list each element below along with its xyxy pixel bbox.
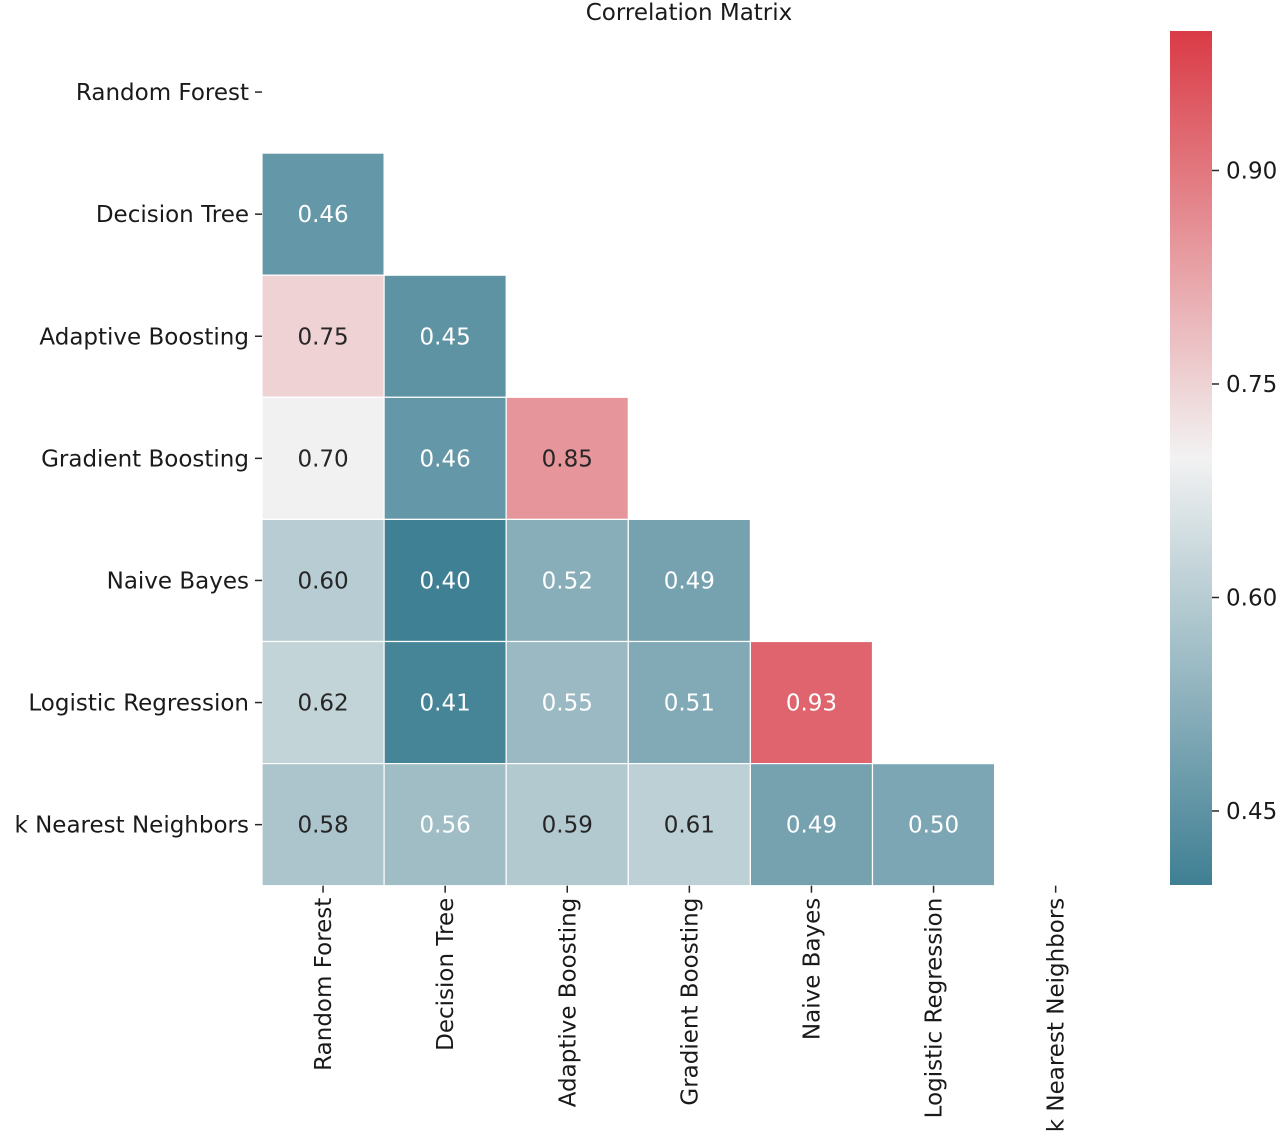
- heatmap-cell: [627, 762, 751, 887]
- heatmap-cell: [749, 640, 874, 765]
- column-label: k Nearest Neighbors: [1044, 898, 1070, 1133]
- row-label: Logistic Regression: [28, 691, 249, 717]
- heatmap-cell: [383, 396, 507, 520]
- cell-value-label: 0.40: [420, 568, 471, 594]
- colorbar-tick-label: 0.90: [1226, 158, 1277, 184]
- cell-value-label: 0.70: [297, 446, 348, 472]
- cell-value-label: 0.61: [664, 813, 715, 839]
- column-label: Adaptive Boosting: [555, 898, 581, 1108]
- cell-value-label: 0.59: [542, 813, 593, 839]
- column-label: Decision Tree: [433, 898, 459, 1051]
- heatmap-cell: [749, 762, 874, 887]
- heatmap-cell: [627, 640, 751, 765]
- column-label: Logistic Regression: [922, 898, 948, 1119]
- heatmap-cell: [383, 762, 507, 887]
- cell-value-label: 0.45: [420, 324, 471, 350]
- column-label: Gradient Boosting: [677, 898, 703, 1106]
- heatmap-cell: [627, 518, 751, 643]
- row-label: Decision Tree: [96, 202, 249, 228]
- column-label: Naive Bayes: [799, 898, 825, 1040]
- heatmap-cell: [383, 518, 507, 643]
- heatmap-cell: [505, 762, 629, 887]
- cell-value-label: 0.46: [297, 202, 348, 228]
- colorbar-gradient: [1170, 31, 1212, 885]
- cell-value-label: 0.49: [786, 813, 837, 839]
- chart-title: Correlation Matrix: [586, 0, 793, 26]
- column-labels: Random Forest Decision Tree Adaptive Boost…: [311, 885, 1070, 1133]
- colorbar: 0.45 0.60 0.75 0.90: [1170, 31, 1277, 885]
- heatmap-cell: [383, 274, 507, 398]
- heatmap-cell: [505, 640, 629, 765]
- cell-value-label: 0.93: [786, 691, 837, 717]
- colorbar-tick-label: 0.75: [1226, 372, 1277, 398]
- cell-value-label: 0.75: [297, 324, 348, 350]
- heatmap-cell: [871, 762, 996, 887]
- cell-value-label: 0.46: [420, 446, 471, 472]
- colorbar-tick-label: 0.60: [1226, 585, 1277, 611]
- cell-value-label: 0.41: [420, 691, 471, 717]
- heatmap-cell: [261, 152, 385, 276]
- cell-value-label: 0.49: [664, 568, 715, 594]
- row-label: Naive Bayes: [107, 568, 249, 594]
- cell-value-label: 0.85: [542, 446, 593, 472]
- cell-value-label: 0.56: [420, 813, 471, 839]
- heatmap-cell: [505, 396, 629, 520]
- cell-value-label: 0.60: [297, 568, 348, 594]
- row-label: Random Forest: [76, 80, 249, 106]
- row-label: Gradient Boosting: [41, 446, 249, 472]
- heatmap-cell: [261, 274, 385, 398]
- cell-value-label: 0.58: [297, 813, 348, 839]
- heatmap-cell: [383, 640, 507, 765]
- cell-value-label: 0.52: [542, 568, 593, 594]
- row-label: k Nearest Neighbors: [14, 813, 249, 839]
- colorbar-tick-label: 0.45: [1226, 799, 1277, 825]
- cell-value-label: 0.51: [664, 691, 715, 717]
- cell-value-label: 0.62: [297, 691, 348, 717]
- cell-value-label: 0.50: [908, 813, 959, 839]
- row-label: Adaptive Boosting: [39, 324, 249, 350]
- cell-value-label: 0.55: [542, 691, 593, 717]
- heatmap-cells: 0.46 0.75 0.45 0.70 0.46 0.85 0.60 0.40 0.52 0.49…: [261, 152, 996, 887]
- heatmap-cell: [261, 396, 385, 520]
- column-label: Random Forest: [311, 898, 337, 1071]
- row-labels: Random Forest Decision Tree Adaptive Boost…: [14, 80, 262, 839]
